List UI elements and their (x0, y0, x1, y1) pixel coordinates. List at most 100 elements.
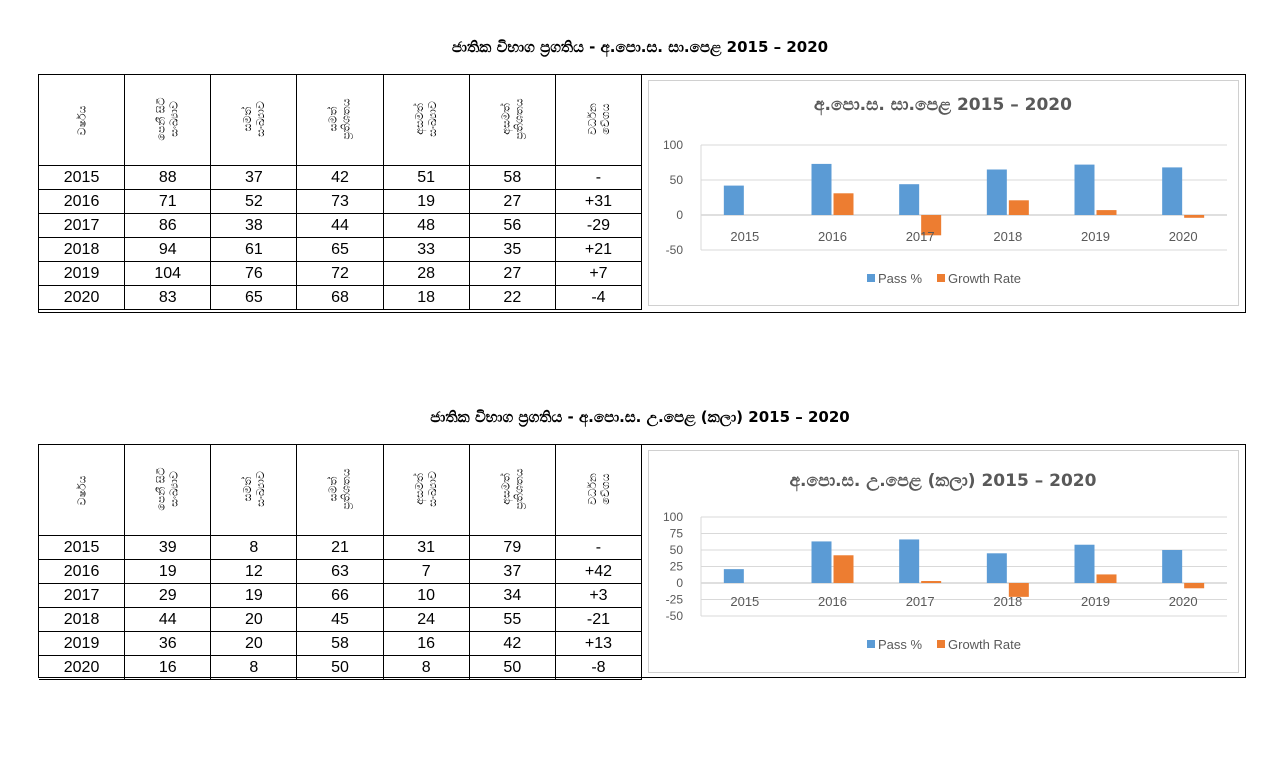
table-cell: 16 (382, 631, 470, 656)
table-row: 2018 44 20 45 24 55 -21 (39, 607, 643, 632)
table-row: 2020 83 65 68 18 22 -4 (39, 285, 643, 310)
table-cell: 2018 (39, 237, 126, 262)
x-tick-label: 2020 (1169, 229, 1198, 244)
table-cell: 66 (296, 583, 384, 608)
table-cell: -8 (554, 655, 643, 680)
bar-pass-percent (1162, 167, 1183, 215)
bar-growth-rate (1184, 583, 1205, 589)
legend-swatch (937, 640, 945, 648)
table-cell: -21 (554, 607, 643, 632)
section-title: ජාතික විභාග ප්‍රගතිය - අ.පො.ස. සා.පෙළ 20… (451, 38, 829, 56)
legend-label: Pass % (878, 637, 923, 652)
bar-chart-ol: අ.පො.ස. සා.පෙළ 2015 – 2020 100 50 0 -50 2015 2… (663, 95, 1227, 286)
table-cell: 36 (124, 631, 212, 656)
table-cell: 38 (210, 213, 298, 238)
table-cell: 27 (468, 261, 556, 286)
table-cell: 2015 (39, 535, 126, 560)
table-cell: - (554, 535, 643, 560)
table-cell: 19 (210, 583, 298, 608)
table-cell: 45 (296, 607, 384, 632)
table-cell: 27 (468, 189, 556, 214)
table-cell: 63 (296, 559, 384, 584)
table-cell: 19 (124, 559, 212, 584)
column-header-label: පෙනී සිටි සංඛ්‍යාව (154, 97, 181, 141)
table-cell: 34 (468, 583, 556, 608)
x-tick-label: 2019 (1081, 229, 1110, 244)
bar-chart-al-arts: අ.පො.ස. උ.පෙළ (කලා) 2015 – 2020 100 75 50 25… (663, 471, 1227, 652)
table-cell: 24 (382, 607, 470, 632)
table-cell: +31 (554, 189, 643, 214)
bar-pass-percent (723, 569, 744, 583)
bar-pass-percent (1074, 544, 1095, 583)
column-header-label: සමත් ප්‍රතිශතය (327, 98, 354, 140)
table-cell: 2016 (39, 559, 126, 584)
table-cell: 20 (210, 631, 298, 656)
column-header: පෙනී සිටි සංඛ්‍යාව (124, 75, 212, 166)
table-cell: 2019 (39, 261, 126, 286)
table-cell: 48 (382, 213, 470, 238)
table-cell: 44 (296, 213, 384, 238)
column-header-label: වර්ෂය (75, 475, 89, 506)
table-cell: 37 (468, 559, 556, 584)
table-row: 2019 104 76 72 28 27 +7 (39, 261, 643, 286)
column-header: සමත් සංඛ්‍යාව (210, 75, 298, 166)
table-cell: 50 (296, 655, 384, 680)
bar-growth-rate (921, 215, 942, 236)
column-header: පෙනී සිටි සංඛ්‍යාව (124, 445, 212, 536)
bar-growth-rate (833, 193, 854, 215)
y-tick-label: 100 (663, 138, 683, 152)
table-cell: 2015 (39, 165, 126, 190)
bar-pass-percent (1162, 550, 1183, 583)
x-tick-label: 2017 (906, 594, 935, 609)
results-panel-ol: වර්ෂය පෙනී සිටි සංඛ්‍යාව සමත් සංඛ්‍යාව සමත්… (38, 74, 1246, 313)
column-header: සමත් ප්‍රතිශතය (296, 75, 384, 166)
chart-title: අ.පො.ස. උ.පෙළ (කලා) 2015 – 2020 (790, 471, 1097, 492)
bar-pass-percent (811, 541, 832, 583)
table-cell: 104 (124, 261, 212, 286)
table-cell: +42 (554, 559, 643, 584)
bar-pass-percent (899, 184, 920, 215)
table-cell: +13 (554, 631, 643, 656)
legend-swatch (867, 274, 875, 282)
y-tick-label: 50 (670, 543, 684, 557)
y-tick-label: -25 (666, 593, 684, 607)
y-tick-label: -50 (666, 243, 684, 257)
x-tick-label: 2019 (1081, 594, 1110, 609)
column-header-label: සමත් ප්‍රතිශතය (327, 468, 354, 510)
table-cell: -29 (554, 213, 643, 238)
table-cell: 42 (296, 165, 384, 190)
table-cell: 58 (468, 165, 556, 190)
table-cell: +21 (554, 237, 643, 262)
column-header-label: වර්ධන වේගය (585, 103, 612, 135)
bar-growth-rate (1184, 215, 1205, 218)
y-tick-label: 75 (670, 527, 684, 541)
y-tick-label: -50 (666, 609, 684, 623)
table-cell: 55 (468, 607, 556, 632)
table-cell: 2017 (39, 213, 126, 238)
x-tick-label: 2016 (818, 229, 847, 244)
table-cell: +3 (554, 583, 643, 608)
chart-container: අ.පො.ස. උ.පෙළ (කලා) 2015 – 2020 100 75 50 25… (648, 450, 1239, 673)
table-row: 2019 36 20 58 16 42 +13 (39, 631, 643, 656)
table-cell: 20 (210, 607, 298, 632)
legend-label: Pass % (878, 271, 923, 286)
legend-swatch (937, 274, 945, 282)
column-header: වර්ධන වේගය (554, 75, 643, 166)
y-tick-label: 0 (676, 576, 683, 590)
table-cell: 2020 (39, 655, 126, 680)
column-header: වර්ධන වේගය (554, 445, 643, 536)
table-cell: 65 (210, 285, 298, 310)
column-header-label: පෙනී සිටි සංඛ්‍යාව (154, 467, 181, 511)
table-cell: 28 (382, 261, 470, 286)
column-header-label: සමත් සංඛ්‍යාව (240, 471, 267, 507)
table-cell: 8 (382, 655, 470, 680)
table-cell: 12 (210, 559, 298, 584)
column-header-label: වර්ෂය (75, 105, 89, 136)
column-header: වර්ෂය (39, 445, 126, 536)
results-panel-al-arts: වර්ෂය පෙනී සිටි සංඛ්‍යාව සමත් සංඛ්‍යාව සමත්… (38, 444, 1246, 680)
bar-growth-rate (1096, 210, 1117, 215)
table-cell: 79 (468, 535, 556, 560)
table-cell: 18 (382, 285, 470, 310)
table-cell: 7 (382, 559, 470, 584)
bar-pass-percent (899, 539, 920, 583)
